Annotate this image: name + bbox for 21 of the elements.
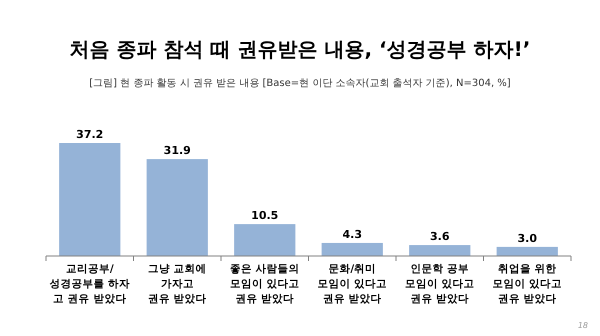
x-tick-label: 좋은 사람들의 모임이 있다고 권유 받았다 bbox=[230, 263, 300, 305]
text: 18 bbox=[578, 321, 588, 330]
x-tick-label: 인문학 공부 모임이 있다고 권유 받았다 bbox=[404, 263, 475, 305]
data-label: 31.9 bbox=[164, 144, 191, 158]
x-tick-label: 그냥 교회에 가자고 권유 받았다 bbox=[148, 263, 207, 305]
x-tick-label: 문화/취미 모임이 있다고 권유 받았다 bbox=[317, 263, 388, 305]
data-label: 3.0 bbox=[518, 232, 538, 245]
bar bbox=[146, 159, 208, 256]
bar bbox=[496, 246, 558, 256]
x-tick-label: 취업을 위한 모임이 있다고 권유 받았다 bbox=[492, 263, 562, 305]
data-label: 3.6 bbox=[430, 230, 450, 244]
chart-title: 처음 종파 참석 때 권유받은 내용, ‘성경공부 하자!’ bbox=[70, 37, 530, 61]
bar bbox=[409, 245, 470, 256]
x-tick-label: 교리공부/ 성경공부를 하자 고 권유 받았다 bbox=[49, 263, 130, 305]
bar bbox=[322, 242, 383, 256]
data-label: 10.5 bbox=[251, 209, 278, 222]
chart-subtitle: [그림] 현 종파 활동 시 권유 받은 내용 [Base=현 이단 소속자(교회 출석자 기준), N=304, %] bbox=[89, 78, 511, 89]
data-label: 4.3 bbox=[342, 228, 362, 241]
bar bbox=[234, 224, 296, 256]
data-label: 37.2 bbox=[76, 128, 104, 141]
bar bbox=[59, 143, 120, 256]
